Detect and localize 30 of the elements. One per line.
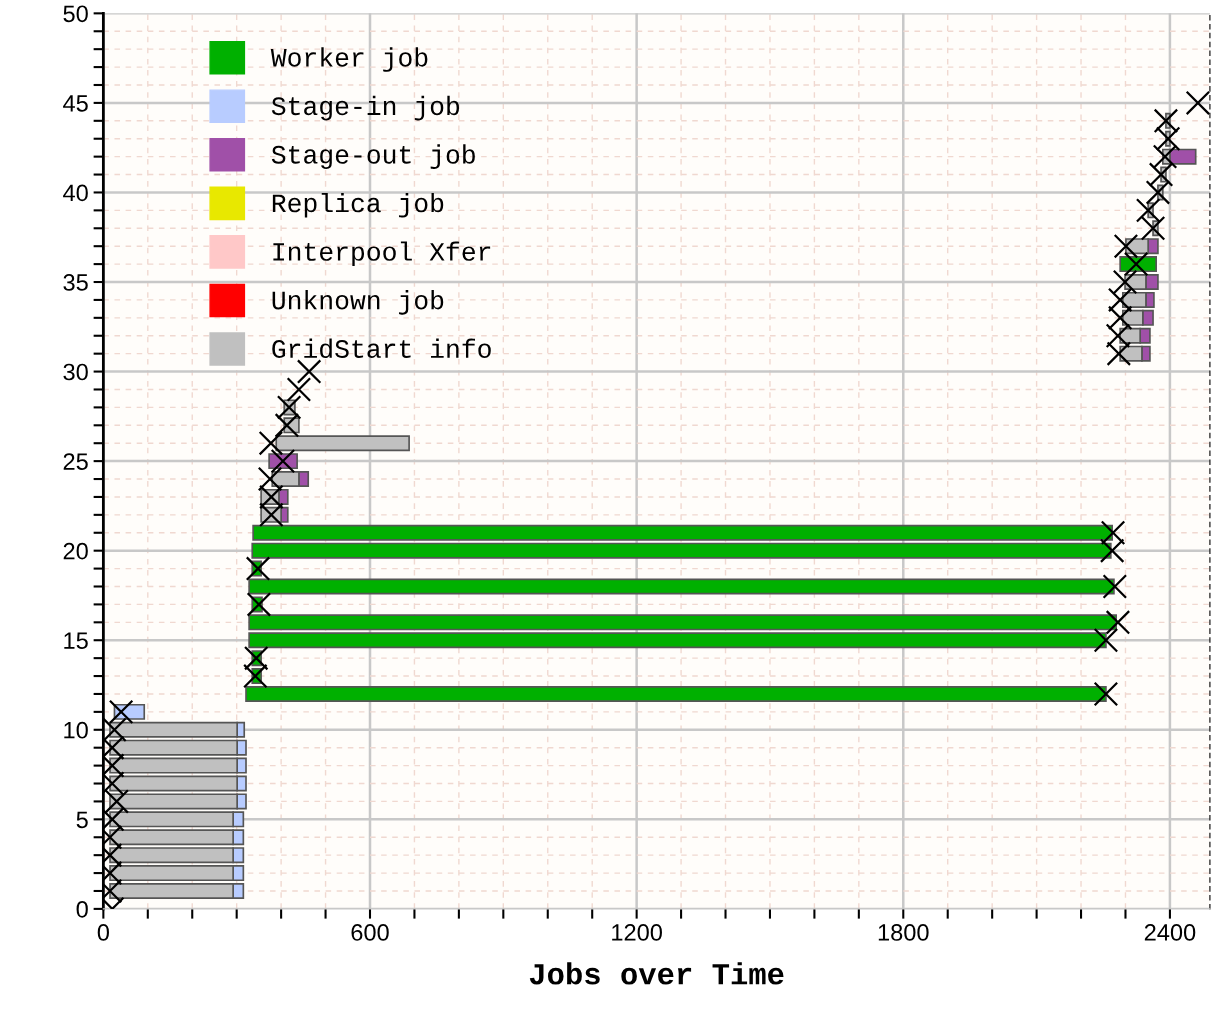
x-tick-label: 1200 bbox=[612, 924, 662, 941]
x-tick-label: 0 bbox=[97, 924, 109, 941]
bar bbox=[248, 614, 1117, 631]
y-tick-label: 15 bbox=[64, 632, 88, 650]
bar bbox=[252, 524, 1113, 541]
y-tick-label: 10 bbox=[64, 721, 88, 739]
legend-label: Stage-out job bbox=[271, 144, 475, 169]
legend-label: Interpool Xfer bbox=[273, 241, 491, 267]
bar bbox=[248, 632, 1107, 649]
legend-label: Worker job bbox=[270, 47, 428, 72]
x-axis-title: Jobs over Time bbox=[529, 962, 784, 985]
legend-label: Stage-in job bbox=[271, 95, 460, 121]
legend-label: GridStart info bbox=[272, 338, 491, 359]
y-tick-label: 20 bbox=[63, 542, 88, 560]
legend-label: Replica job bbox=[272, 192, 444, 218]
y-tick-label: 40 bbox=[63, 184, 88, 202]
y-tick-label: 35 bbox=[63, 274, 88, 291]
x-tick-label: 600 bbox=[351, 924, 389, 941]
bar bbox=[248, 578, 1115, 595]
y-tick-label: 50 bbox=[63, 5, 88, 23]
y-tick-label: 0 bbox=[76, 900, 88, 918]
y-tick-label: 25 bbox=[63, 453, 88, 470]
y-tick-label: 30 bbox=[63, 363, 88, 381]
x-tick-label: 1800 bbox=[878, 924, 929, 941]
bar bbox=[245, 685, 1107, 702]
bar bbox=[251, 542, 1112, 559]
y-tick-label: 5 bbox=[76, 811, 88, 829]
legend-label: Unknown job bbox=[272, 290, 444, 315]
x-tick-label: 2400 bbox=[1144, 924, 1196, 941]
y-tick-label: 45 bbox=[63, 95, 88, 112]
